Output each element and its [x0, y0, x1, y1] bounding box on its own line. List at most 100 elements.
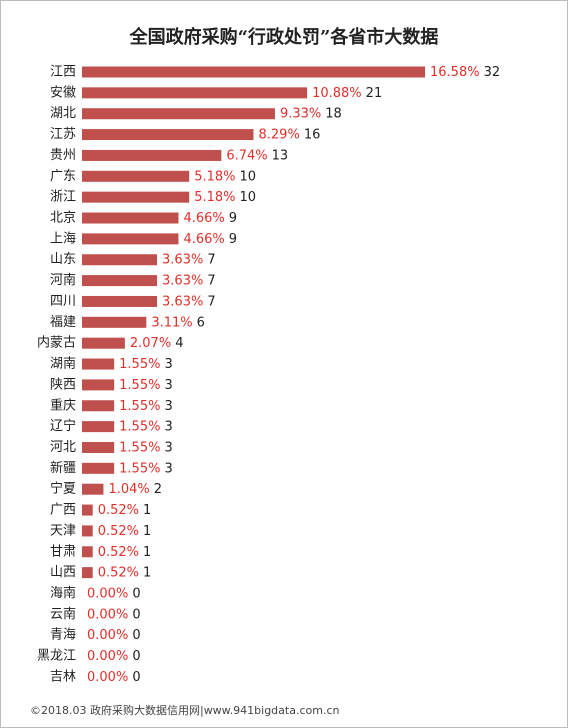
percent-label: 3.63% — [162, 252, 203, 267]
count-label: 32 — [484, 65, 501, 80]
bar — [82, 546, 93, 558]
count-label: 3 — [164, 419, 172, 434]
bar — [82, 567, 93, 579]
percent-label: 1.55% — [119, 377, 160, 392]
category-label: 辽宁 — [50, 418, 76, 434]
data-label: 0.00% 0 — [87, 586, 141, 601]
category-label: 陕西 — [50, 377, 76, 392]
bar — [82, 295, 158, 307]
category-label: 青海 — [50, 628, 76, 643]
percent-label: 0.00% — [87, 669, 128, 684]
count-label: 0 — [132, 649, 140, 664]
data-label: 8.29% 16 — [259, 127, 321, 142]
count-label: 9 — [229, 231, 237, 246]
percent-label: 9.33% — [280, 106, 321, 121]
bar — [82, 316, 147, 328]
percent-label: 8.29% — [259, 127, 300, 142]
category-label: 海南 — [50, 585, 76, 601]
percent-label: 0.52% — [98, 503, 139, 518]
data-label: 0.52% 1 — [98, 565, 152, 580]
category-label: 内蒙古 — [37, 335, 76, 351]
category-label: 宁夏 — [50, 481, 76, 497]
percent-label: 1.04% — [108, 482, 149, 497]
count-label: 2 — [154, 482, 162, 497]
bar — [82, 462, 115, 474]
percent-label: 1.55% — [119, 357, 160, 372]
bar — [82, 66, 425, 78]
percent-label: 1.55% — [119, 398, 160, 413]
bar — [82, 212, 179, 224]
count-label: 0 — [132, 586, 140, 601]
count-label: 1 — [143, 565, 151, 580]
count-label: 7 — [207, 294, 215, 309]
category-label: 河北 — [50, 440, 76, 455]
percent-label: 0.00% — [87, 607, 128, 622]
data-label: 6.74% 13 — [226, 148, 288, 163]
data-label: 1.55% 3 — [119, 461, 173, 476]
bar — [82, 525, 93, 537]
data-label: 1.04% 2 — [108, 482, 162, 497]
data-label: 3.63% 7 — [162, 252, 216, 267]
percent-label: 0.00% — [87, 628, 128, 643]
data-label: 0.52% 1 — [98, 523, 152, 538]
data-label: 5.18% 10 — [194, 169, 256, 184]
count-label: 18 — [325, 106, 342, 121]
category-label: 山西 — [50, 565, 76, 580]
percent-label: 5.18% — [194, 190, 235, 205]
percent-label: 0.00% — [87, 649, 128, 664]
category-label: 江苏 — [50, 126, 76, 142]
percent-label: 0.52% — [98, 565, 139, 580]
category-label: 上海 — [50, 231, 76, 246]
percent-label: 4.66% — [183, 211, 224, 226]
count-label: 3 — [164, 440, 172, 455]
category-label: 河南 — [50, 272, 76, 288]
data-label: 0.00% 0 — [87, 607, 141, 622]
count-label: 7 — [207, 252, 215, 267]
count-label: 13 — [272, 148, 289, 163]
chart-title: 全国政府采购“行政处罚”各省市大数据 — [129, 26, 439, 48]
category-label: 天津 — [50, 523, 76, 538]
data-label: 10.88% 21 — [312, 85, 382, 100]
bar — [82, 170, 190, 182]
data-label: 0.52% 1 — [98, 503, 152, 518]
bar — [82, 400, 115, 412]
bar — [82, 379, 115, 391]
category-label: 江西 — [50, 65, 76, 80]
data-label: 0.00% 0 — [87, 669, 141, 684]
category-label: 重庆 — [50, 397, 76, 413]
count-label: 0 — [132, 669, 140, 684]
data-label: 2.07% 4 — [130, 336, 184, 351]
count-label: 3 — [164, 377, 172, 392]
data-label: 1.55% 3 — [119, 440, 173, 455]
bar — [82, 149, 222, 161]
percent-label: 0.52% — [98, 523, 139, 538]
data-label: 16.58% 32 — [430, 65, 500, 80]
bar — [82, 87, 308, 99]
data-label: 9.33% 18 — [280, 106, 342, 121]
data-label: 0.00% 0 — [87, 649, 141, 664]
data-label: 5.18% 10 — [194, 190, 256, 205]
count-label: 21 — [366, 85, 383, 100]
count-label: 1 — [143, 544, 151, 559]
data-label: 1.55% 3 — [119, 419, 173, 434]
category-label: 北京 — [50, 211, 76, 226]
data-label: 0.52% 1 — [98, 544, 152, 559]
bar — [82, 233, 179, 245]
category-label: 吉林 — [50, 669, 76, 684]
data-label: 1.55% 3 — [119, 357, 173, 372]
data-label: 3.11% 6 — [151, 315, 205, 330]
percent-label: 1.55% — [119, 440, 160, 455]
category-label: 贵州 — [50, 148, 76, 163]
bar — [82, 358, 115, 370]
percent-label: 0.52% — [98, 544, 139, 559]
percent-label: 4.66% — [183, 231, 224, 246]
data-label: 4.66% 9 — [183, 211, 237, 226]
category-label: 黑龙江 — [37, 649, 76, 664]
bar — [82, 191, 190, 203]
percent-label: 16.58% — [430, 65, 480, 80]
count-label: 3 — [164, 461, 172, 476]
bar — [82, 441, 115, 453]
percent-label: 5.18% — [194, 169, 235, 184]
data-label: 1.55% 3 — [119, 398, 173, 413]
percent-label: 3.63% — [162, 273, 203, 288]
